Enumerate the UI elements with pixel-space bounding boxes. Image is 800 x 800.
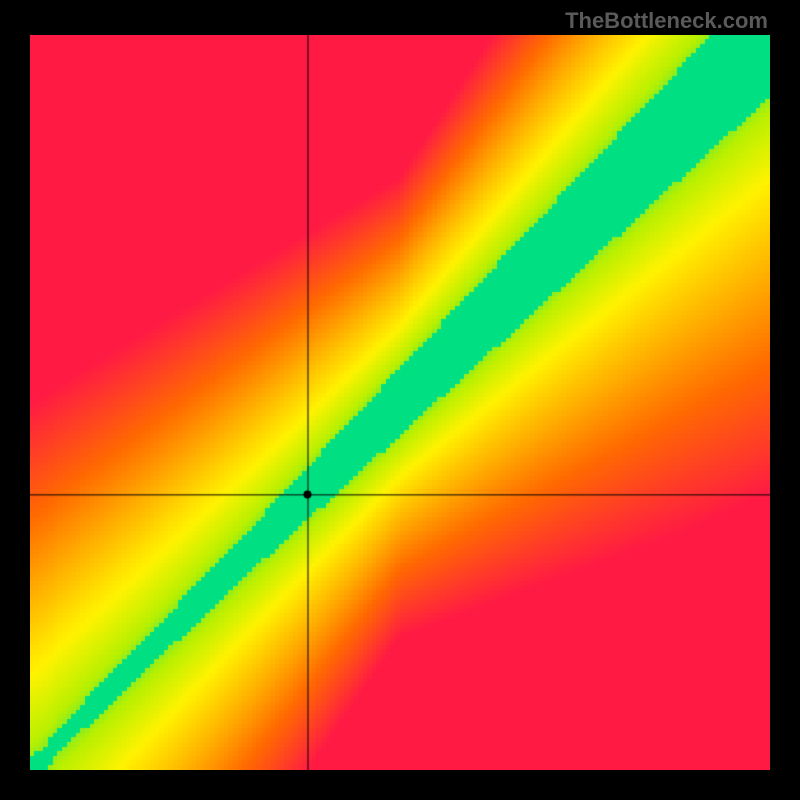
chart-container: TheBottleneck.com xyxy=(0,0,800,800)
bottleneck-heatmap xyxy=(30,35,770,770)
watermark-text: TheBottleneck.com xyxy=(565,8,768,34)
